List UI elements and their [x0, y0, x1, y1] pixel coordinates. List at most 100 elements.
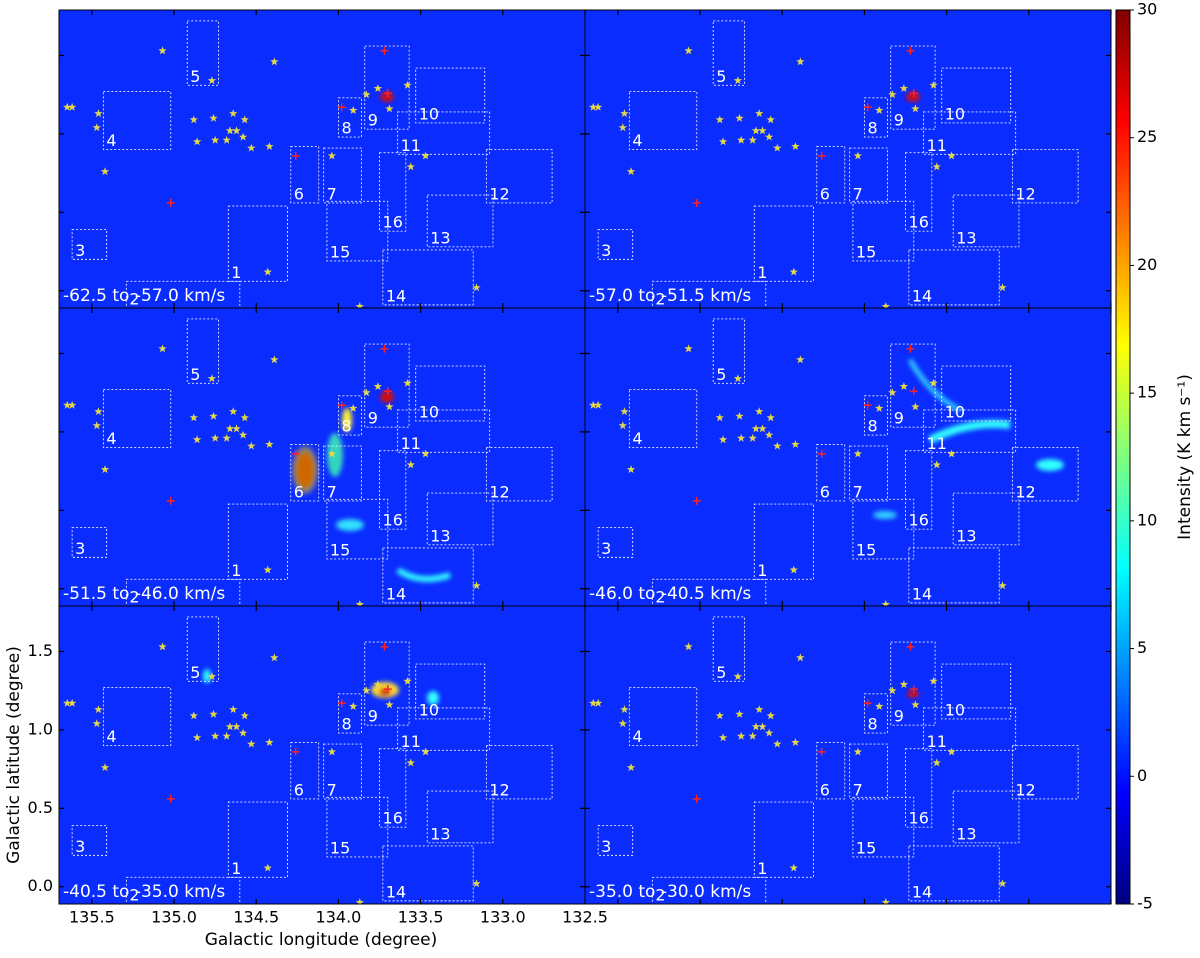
star-source — [373, 84, 383, 92]
cross-source — [863, 103, 872, 112]
star-source — [385, 700, 394, 709]
star-source — [209, 113, 218, 122]
region-box — [1011, 447, 1079, 502]
star-source — [406, 758, 415, 767]
region-box — [485, 447, 553, 502]
panel-label: -40.5 to -35.0 km/s — [63, 882, 225, 902]
star-source — [265, 738, 274, 746]
region-box — [849, 743, 888, 800]
star-source — [737, 433, 746, 442]
region-box — [816, 146, 846, 204]
star-source — [773, 739, 782, 748]
star-source — [594, 102, 603, 111]
star-source — [270, 57, 279, 66]
star-source — [875, 106, 884, 114]
star-source — [406, 460, 415, 469]
region-box — [863, 395, 888, 436]
region-label: 12 — [1015, 780, 1035, 799]
panel-background — [59, 606, 585, 904]
star-source — [92, 421, 101, 430]
region-label: 4 — [106, 727, 116, 746]
star-source — [748, 433, 757, 442]
region-label: 7 — [853, 780, 863, 799]
star-source — [911, 104, 920, 113]
cross-source — [909, 89, 918, 98]
region-label: 6 — [294, 482, 304, 501]
emission-clump — [1036, 459, 1064, 471]
region-label: 10 — [419, 700, 439, 719]
star-source — [773, 143, 782, 152]
emission-clump — [342, 408, 352, 432]
region-box — [1011, 149, 1079, 204]
star-source — [229, 407, 238, 416]
region-label: 12 — [1015, 482, 1035, 501]
region-box — [382, 547, 474, 604]
region-label: 3 — [75, 241, 85, 260]
region-label: 3 — [75, 539, 85, 558]
star-source — [589, 102, 598, 111]
region-box — [908, 845, 1000, 902]
star-source — [158, 344, 167, 353]
region-box — [71, 825, 108, 856]
star-source — [209, 411, 218, 420]
region-label: 13 — [956, 526, 976, 545]
region-box — [337, 395, 362, 436]
star-source — [758, 424, 767, 433]
star-source — [355, 302, 364, 308]
region-label: 16 — [909, 809, 929, 828]
region-label: 6 — [820, 482, 830, 501]
cross-source — [166, 198, 175, 207]
star-source — [403, 80, 412, 89]
star-source — [225, 424, 235, 433]
star-source — [240, 413, 249, 422]
region-label: 16 — [909, 511, 929, 530]
region-label: 10 — [945, 402, 965, 421]
star-source — [589, 400, 598, 409]
panel-label: -62.5 to -57.0 km/s — [63, 286, 225, 306]
star-source — [737, 135, 746, 144]
star-source — [737, 731, 746, 740]
region-label: 10 — [419, 402, 439, 421]
star-source — [229, 109, 238, 118]
region-box — [102, 687, 172, 747]
star-source — [240, 711, 249, 720]
star-source — [998, 581, 1007, 590]
star-source — [209, 709, 218, 718]
star-source — [911, 700, 920, 709]
region-label: 13 — [956, 824, 976, 843]
region-box — [905, 748, 933, 828]
region-box — [415, 67, 486, 124]
star-source — [92, 123, 101, 132]
region-box — [597, 527, 634, 558]
star-source — [100, 167, 110, 176]
region-label: 14 — [912, 286, 932, 305]
star-source — [211, 433, 220, 442]
star-source — [327, 449, 336, 458]
star-source — [94, 705, 103, 714]
star-source — [222, 433, 231, 442]
region-label: 6 — [294, 780, 304, 799]
cross-source — [337, 103, 346, 112]
region-box — [941, 67, 1012, 124]
region-label: 12 — [489, 780, 509, 799]
star-source — [362, 90, 371, 99]
region-label: 7 — [327, 780, 337, 799]
star-source — [766, 115, 775, 124]
region-box — [227, 801, 288, 878]
region-label: 15 — [856, 540, 876, 559]
star-source — [263, 863, 272, 872]
panel-background — [59, 10, 585, 308]
region-box — [628, 687, 698, 747]
region-label: 3 — [601, 539, 611, 558]
star-source — [751, 126, 761, 135]
star-source — [472, 581, 481, 590]
x-axis-label: Galactic longitude (degree) — [205, 930, 438, 950]
star-source — [626, 763, 636, 772]
star-source — [189, 413, 198, 422]
colorbar-tick-label: -5 — [1137, 894, 1153, 913]
cross-source — [906, 46, 915, 55]
cross-source — [380, 46, 389, 55]
colorbar-tick-label: 25 — [1137, 127, 1157, 146]
